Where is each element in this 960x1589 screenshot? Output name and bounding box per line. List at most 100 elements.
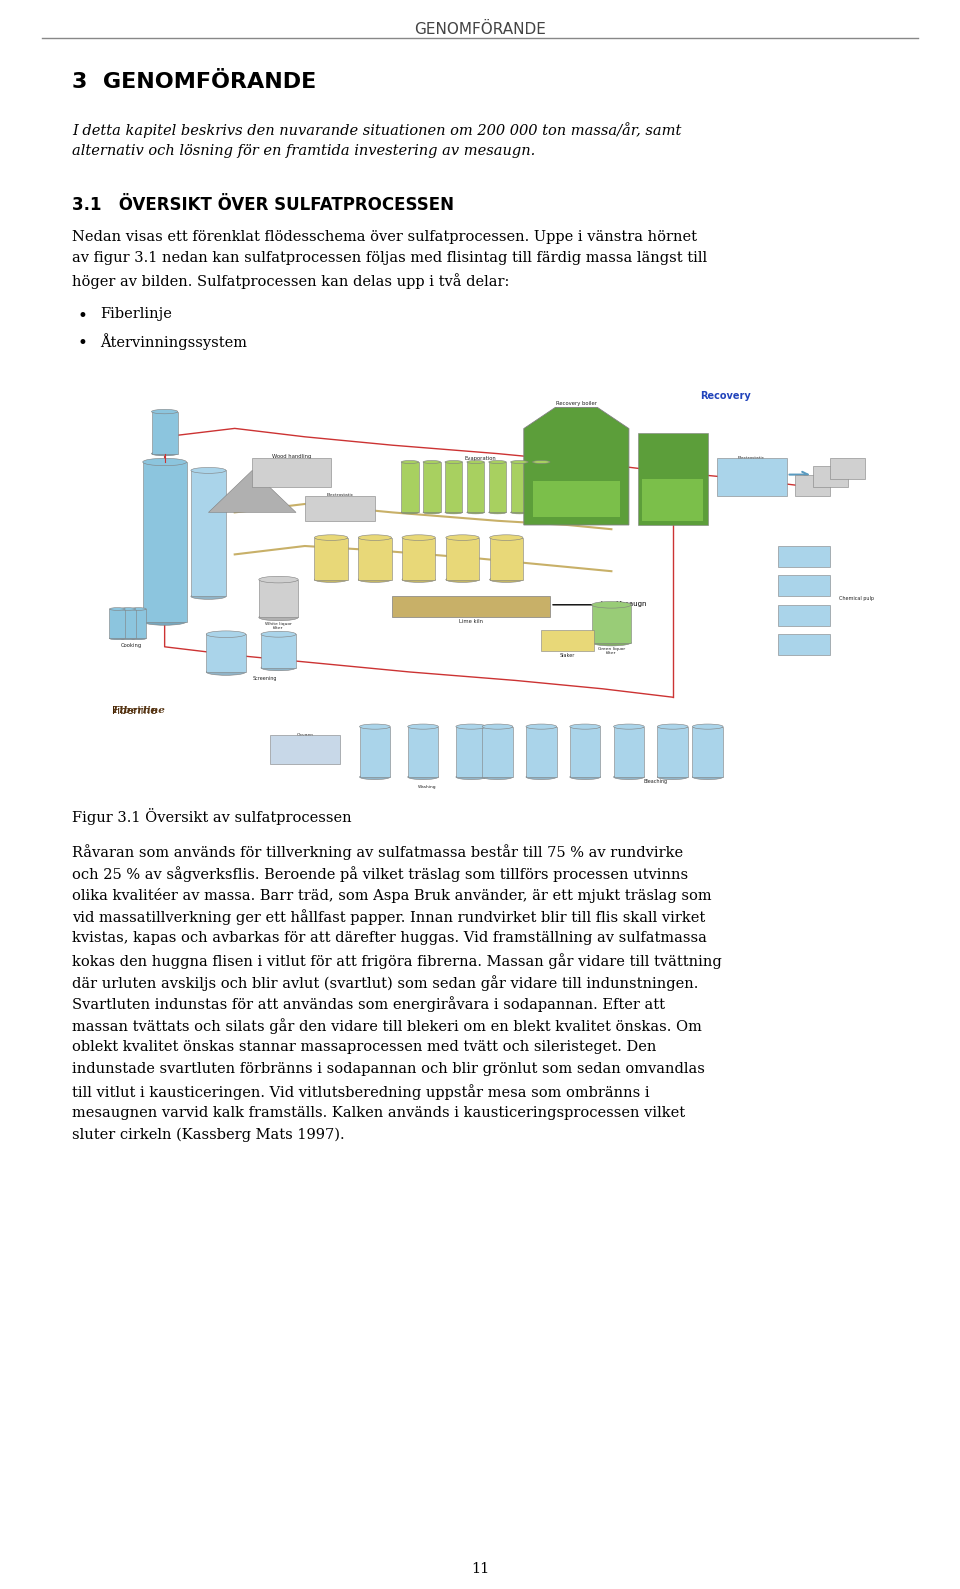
Ellipse shape	[408, 725, 439, 729]
Ellipse shape	[315, 535, 348, 540]
Ellipse shape	[613, 725, 644, 729]
FancyBboxPatch shape	[305, 496, 374, 521]
Text: GENOMFÖRANDE: GENOMFÖRANDE	[414, 22, 546, 37]
Text: Bleaching: Bleaching	[643, 779, 667, 783]
FancyBboxPatch shape	[444, 462, 463, 512]
FancyBboxPatch shape	[467, 462, 485, 512]
Ellipse shape	[658, 774, 688, 780]
Ellipse shape	[533, 512, 550, 513]
Ellipse shape	[315, 577, 348, 583]
Text: Svartluten indunstas för att användas som energiråvara i sodapannan. Efter att: Svartluten indunstas för att användas so…	[72, 996, 665, 1012]
FancyBboxPatch shape	[143, 462, 186, 621]
FancyBboxPatch shape	[482, 726, 513, 777]
Ellipse shape	[526, 774, 557, 780]
FancyBboxPatch shape	[692, 726, 723, 777]
Ellipse shape	[445, 577, 479, 583]
Text: Recovery boiler: Recovery boiler	[556, 400, 597, 407]
Ellipse shape	[591, 602, 631, 609]
FancyBboxPatch shape	[109, 609, 125, 639]
Ellipse shape	[591, 639, 631, 645]
Text: Fiberline: Fiberline	[112, 706, 165, 715]
FancyBboxPatch shape	[511, 462, 528, 512]
FancyBboxPatch shape	[152, 412, 178, 453]
Text: 3  GENOMFÖRANDE: 3 GENOMFÖRANDE	[72, 72, 316, 92]
FancyBboxPatch shape	[360, 726, 390, 777]
Ellipse shape	[131, 607, 146, 610]
Ellipse shape	[143, 618, 186, 626]
Ellipse shape	[131, 637, 146, 640]
FancyBboxPatch shape	[658, 726, 688, 777]
Ellipse shape	[109, 607, 125, 610]
Ellipse shape	[467, 512, 485, 513]
FancyBboxPatch shape	[778, 605, 830, 626]
Bar	[42, 378, 918, 798]
Text: Lime kiln: Lime kiln	[459, 620, 483, 624]
Ellipse shape	[489, 512, 506, 513]
FancyBboxPatch shape	[456, 726, 487, 777]
FancyBboxPatch shape	[570, 726, 600, 777]
Text: Screening: Screening	[252, 677, 276, 682]
Ellipse shape	[120, 637, 135, 640]
Ellipse shape	[570, 774, 600, 780]
Text: I detta kapitel beskrivs den nuvarande situationen om 200 000 ton massa/år, samt: I detta kapitel beskrivs den nuvarande s…	[72, 122, 682, 138]
FancyBboxPatch shape	[358, 537, 392, 580]
Text: höger av bilden. Sulfatprocessen kan delas upp i två delar:: höger av bilden. Sulfatprocessen kan del…	[72, 273, 510, 289]
FancyBboxPatch shape	[408, 726, 439, 777]
FancyBboxPatch shape	[261, 634, 296, 667]
Ellipse shape	[526, 725, 557, 729]
FancyBboxPatch shape	[813, 466, 848, 488]
Polygon shape	[208, 470, 296, 512]
Ellipse shape	[613, 774, 644, 780]
Text: kokas den huggna flisen i vitlut för att frigöra fibrerna. Massan går vidare til: kokas den huggna flisen i vitlut för att…	[72, 953, 722, 969]
Polygon shape	[524, 407, 629, 524]
FancyBboxPatch shape	[393, 596, 550, 618]
Text: Oxygen
delignification: Oxygen delignification	[289, 733, 321, 742]
Ellipse shape	[402, 577, 435, 583]
Ellipse shape	[511, 461, 528, 464]
FancyBboxPatch shape	[637, 432, 708, 524]
Text: där urluten avskiljs och blir avlut (svartlut) som sedan går vidare till indunst: där urluten avskiljs och blir avlut (sva…	[72, 974, 698, 990]
Ellipse shape	[456, 774, 487, 780]
Ellipse shape	[191, 593, 226, 599]
Ellipse shape	[259, 577, 299, 583]
Ellipse shape	[423, 512, 441, 513]
Ellipse shape	[206, 631, 246, 637]
FancyBboxPatch shape	[613, 726, 644, 777]
Ellipse shape	[360, 774, 390, 780]
FancyBboxPatch shape	[526, 726, 557, 777]
Ellipse shape	[482, 774, 513, 780]
Ellipse shape	[402, 535, 435, 540]
Text: till vitlut i kausticeringen. Vid vitlutsberedning uppstår mesa som ombränns i: till vitlut i kausticeringen. Vid vitlut…	[72, 1084, 650, 1100]
Ellipse shape	[120, 607, 135, 610]
FancyBboxPatch shape	[795, 475, 830, 496]
FancyBboxPatch shape	[131, 609, 146, 639]
Text: 3.1   ÖVERSIKT ÖVER SULFATPROCESSEN: 3.1 ÖVERSIKT ÖVER SULFATPROCESSEN	[72, 195, 454, 213]
Ellipse shape	[360, 725, 390, 729]
Ellipse shape	[358, 535, 392, 540]
Ellipse shape	[511, 512, 528, 513]
Text: Recovery: Recovery	[700, 391, 751, 400]
Ellipse shape	[152, 410, 178, 413]
Ellipse shape	[490, 577, 523, 583]
Ellipse shape	[489, 461, 506, 464]
Ellipse shape	[456, 725, 487, 729]
FancyBboxPatch shape	[642, 478, 704, 521]
Text: Figur 3.1 Översikt av sulfatprocessen: Figur 3.1 Översikt av sulfatprocessen	[72, 807, 351, 825]
FancyBboxPatch shape	[270, 736, 340, 764]
Text: Recovery boiler: Recovery boiler	[530, 445, 570, 450]
Ellipse shape	[445, 535, 479, 540]
Text: Slaker: Slaker	[560, 653, 575, 658]
Text: vid massatillverkning ger ett hållfast papper. Innan rundvirket blir till flis s: vid massatillverkning ger ett hållfast p…	[72, 909, 706, 925]
Text: Washing: Washing	[208, 634, 229, 639]
Text: Electrostatic
precipitator: Electrostatic precipitator	[738, 456, 765, 464]
Text: Fiberlinje: Fiberlinje	[100, 307, 172, 321]
Ellipse shape	[692, 774, 723, 780]
FancyBboxPatch shape	[489, 462, 506, 512]
Ellipse shape	[152, 451, 178, 456]
FancyBboxPatch shape	[401, 462, 419, 512]
Ellipse shape	[658, 725, 688, 729]
FancyBboxPatch shape	[259, 580, 299, 618]
FancyBboxPatch shape	[206, 634, 246, 672]
FancyBboxPatch shape	[490, 537, 523, 580]
FancyBboxPatch shape	[830, 458, 866, 478]
